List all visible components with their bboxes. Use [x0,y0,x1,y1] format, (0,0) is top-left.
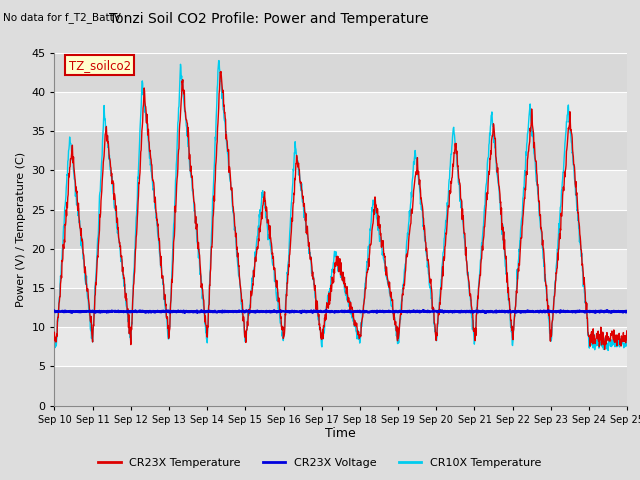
X-axis label: Time: Time [325,427,356,441]
Bar [54,210,627,249]
Bar [54,92,627,131]
Bar [54,170,627,210]
Bar [54,131,627,170]
Bar [54,249,627,288]
Text: No data for f_T2_BattV: No data for f_T2_BattV [3,12,121,23]
Legend: CR23X Temperature, CR23X Voltage, CR10X Temperature: CR23X Temperature, CR23X Voltage, CR10X … [94,453,546,472]
Text: TZ_soilco2: TZ_soilco2 [68,59,131,72]
Bar [54,366,627,406]
Y-axis label: Power (V) / Temperature (C): Power (V) / Temperature (C) [16,152,26,307]
Bar [54,327,627,366]
Text: Tonzi Soil CO2 Profile: Power and Temperature: Tonzi Soil CO2 Profile: Power and Temper… [109,12,429,26]
Bar [54,288,627,327]
Bar [54,53,627,92]
